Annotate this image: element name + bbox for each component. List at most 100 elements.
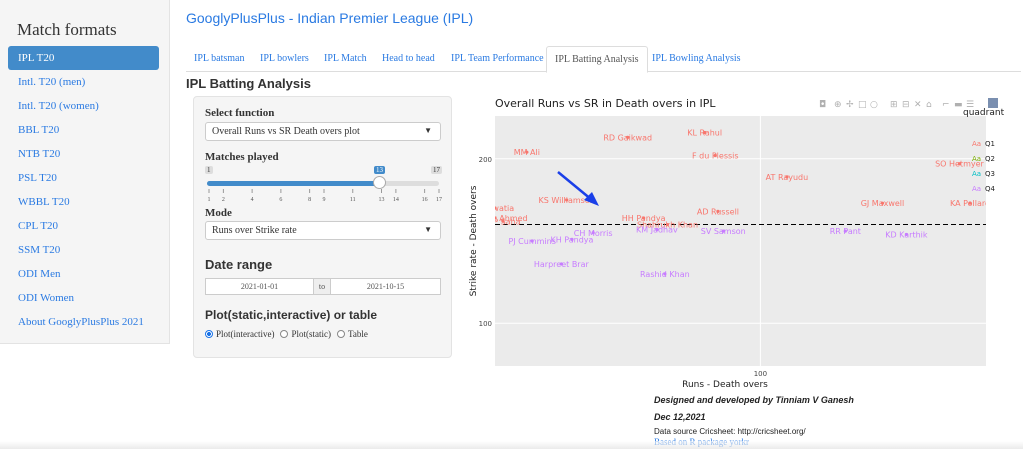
function-select[interactable]: Overall Runs vs SR Death overs plot ▼ xyxy=(205,122,441,141)
data-point[interactable] xyxy=(713,153,717,158)
sidebar-item-intl-t20-women[interactable]: Intl. T20 (women) xyxy=(18,100,99,112)
home-icon[interactable]: ⌂ xyxy=(926,100,932,110)
legend-key[interactable]: Aa xyxy=(972,155,981,163)
zoom-icon[interactable]: ⊕ xyxy=(834,100,842,110)
data-point[interactable] xyxy=(665,222,670,227)
data-point[interactable] xyxy=(493,206,497,210)
data-point[interactable] xyxy=(880,201,885,205)
tab-head-to-head[interactable]: Head to head xyxy=(382,53,435,64)
legend-entry[interactable]: Q4 xyxy=(985,185,996,193)
data-point[interactable] xyxy=(655,227,659,232)
sidebar-item-ssm-t20[interactable]: SSM T20 xyxy=(18,244,61,256)
point-label: RD Gaikwad xyxy=(603,133,652,142)
plot-panel xyxy=(495,116,986,366)
sidebar-item-odi-men[interactable]: ODI Men xyxy=(18,268,61,280)
function-label: Select function xyxy=(205,107,275,119)
sidebar-item-ipl-t20[interactable]: IPL T20 xyxy=(8,46,159,70)
chart-svg: Overall Runs vs SR in Death overs in IPL… xyxy=(469,97,1005,390)
data-point[interactable] xyxy=(721,229,725,233)
radio-unchecked-icon[interactable] xyxy=(336,330,345,338)
legend-entry[interactable]: Q3 xyxy=(985,170,995,178)
data-point[interactable] xyxy=(565,198,569,202)
sidebar-item-intl-t20-men[interactable]: Intl. T20 (men) xyxy=(18,76,86,88)
radio-checked-icon[interactable] xyxy=(205,330,213,338)
point-label: Shahrukh Khan xyxy=(637,221,698,230)
y-axis-label: Strike rate - Death overs xyxy=(469,185,479,296)
sidebar-item-bbl-t20[interactable]: BBL T20 xyxy=(18,124,60,136)
slider-tick-label: 9 xyxy=(323,197,326,203)
data-point[interactable] xyxy=(663,272,667,276)
point-label: SV Samson xyxy=(701,227,746,236)
hover-closest-icon[interactable]: ▬ xyxy=(954,100,963,110)
tab-ipl-bowling-analysis[interactable]: IPL Bowling Analysis xyxy=(652,53,741,64)
plot-type-label: Plot(static,interactive) or table xyxy=(205,308,378,322)
tab-ipl-batsman[interactable]: IPL batsman xyxy=(194,53,245,64)
radio-plot-static[interactable]: Plot(static) xyxy=(280,329,331,339)
data-point[interactable] xyxy=(501,219,505,223)
data-point[interactable] xyxy=(785,175,789,179)
legend-entry[interactable]: Q2 xyxy=(985,155,995,163)
radio-plot-interactive[interactable]: Plot(interactive) xyxy=(205,329,274,339)
bottom-shadow xyxy=(0,441,1023,449)
data-point[interactable] xyxy=(957,162,962,166)
radio-label: Plot(static) xyxy=(291,329,331,339)
autoscale-icon[interactable]: ✕ xyxy=(914,100,922,110)
pan-icon[interactable]: ✢ xyxy=(846,100,854,110)
point-label: KH Pandya xyxy=(550,235,593,244)
slider-handle[interactable] xyxy=(373,176,386,189)
tab-ipl-bowlers[interactable]: IPL bowlers xyxy=(260,53,309,64)
sidebar-item-psl-t20[interactable]: PSL T20 xyxy=(18,172,57,184)
date-separator: to xyxy=(313,278,331,295)
legend-entry[interactable]: Q1 xyxy=(985,140,995,148)
slider-tick-label: 17 xyxy=(436,197,442,203)
radio-table[interactable]: Table xyxy=(336,329,368,339)
tab-bar: IPL batsman IPL bowlers IPL Match Head t… xyxy=(186,46,1021,73)
zoom-out-icon[interactable]: ⊟ xyxy=(902,100,910,110)
data-point[interactable] xyxy=(843,229,847,233)
chart-legend: quadrant Aa Q1 Aa Q2 Aa Q3 Aa Q4 xyxy=(963,108,1005,193)
date-from-input[interactable]: 2021-01-01 xyxy=(205,278,314,295)
sidebar-item-cpl-t20[interactable]: CPL T20 xyxy=(18,220,59,232)
plotly-logo-icon[interactable] xyxy=(988,98,998,108)
data-point[interactable] xyxy=(493,216,497,220)
data-point[interactable] xyxy=(642,216,646,220)
data-point[interactable] xyxy=(559,262,563,266)
slider-value: 13 xyxy=(374,166,385,174)
zoom-in-icon[interactable]: ⊞ xyxy=(890,100,898,110)
sidebar-item-ntb-t20[interactable]: NTB T20 xyxy=(18,148,61,160)
mode-select[interactable]: Runs over Strike rate ▼ xyxy=(205,221,441,240)
sidebar-item-wbbl-t20[interactable]: WBBL T20 xyxy=(18,196,70,208)
box-select-icon[interactable]: □ xyxy=(858,100,867,110)
point-label: AD Russell xyxy=(697,207,739,216)
lasso-icon[interactable]: ○ xyxy=(870,100,878,110)
data-point[interactable] xyxy=(626,135,630,139)
slider-tick-label: 13 xyxy=(379,197,385,203)
app-title[interactable]: GooglyPlusPlus - Indian Premier League (… xyxy=(186,10,474,26)
spike-icon[interactable]: ⌐ xyxy=(942,100,950,110)
data-point[interactable] xyxy=(525,150,529,154)
sidebar-item-odi-women[interactable]: ODI Women xyxy=(18,292,75,304)
camera-icon[interactable]: ◘ xyxy=(819,100,826,110)
data-point[interactable] xyxy=(570,237,574,241)
tab-ipl-team-performance[interactable]: IPL Team Performance xyxy=(451,53,544,64)
legend-key[interactable]: Aa xyxy=(972,185,981,193)
data-point[interactable] xyxy=(716,209,720,213)
point-label: PJ Cummins xyxy=(508,237,555,246)
data-point[interactable] xyxy=(530,239,534,243)
legend-key[interactable]: Aa xyxy=(972,170,981,178)
tab-ipl-match[interactable]: IPL Match xyxy=(324,53,367,64)
data-point[interactable] xyxy=(703,130,707,135)
scatter-chart[interactable]: Overall Runs vs SR in Death overs in IPL… xyxy=(466,88,1021,390)
radio-unchecked-icon[interactable] xyxy=(280,330,289,338)
sidebar-item-about[interactable]: About GooglyPlusPlus 2021 xyxy=(18,316,144,328)
slider-ticks: 1 2 4 6 8 9 11 13 14 16 17 xyxy=(208,189,442,203)
data-point[interactable] xyxy=(904,232,908,237)
x-axis-label: Runs - Death overs xyxy=(682,380,768,388)
plot-type-radios: Plot(interactive) Plot(static) Table xyxy=(205,329,368,339)
tab-ipl-batting-analysis[interactable]: IPL Batting Analysis xyxy=(546,46,648,73)
data-point[interactable] xyxy=(591,231,595,235)
legend-key[interactable]: Aa xyxy=(972,140,981,148)
data-point[interactable] xyxy=(968,201,972,205)
hover-compare-icon[interactable]: ☰ xyxy=(966,100,974,110)
date-to-input[interactable]: 2021-10-15 xyxy=(330,278,441,295)
